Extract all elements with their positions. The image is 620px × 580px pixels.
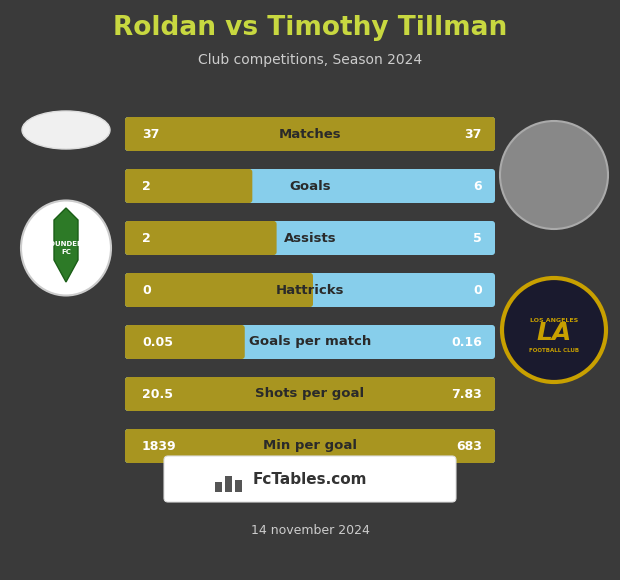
FancyBboxPatch shape <box>125 377 495 411</box>
FancyBboxPatch shape <box>225 476 232 492</box>
Text: 2: 2 <box>142 179 151 193</box>
FancyBboxPatch shape <box>125 221 277 255</box>
Text: 2: 2 <box>142 231 151 245</box>
FancyBboxPatch shape <box>125 117 495 151</box>
Text: 683: 683 <box>456 440 482 452</box>
Text: 0.16: 0.16 <box>451 335 482 349</box>
FancyBboxPatch shape <box>164 456 456 502</box>
FancyBboxPatch shape <box>125 377 495 411</box>
Text: 14 november 2024: 14 november 2024 <box>250 524 370 536</box>
Text: 7.83: 7.83 <box>451 387 482 401</box>
FancyBboxPatch shape <box>235 480 242 492</box>
Text: 20.5: 20.5 <box>142 387 173 401</box>
Text: LOS ANGELES: LOS ANGELES <box>530 317 578 322</box>
Text: 1839: 1839 <box>142 440 177 452</box>
FancyBboxPatch shape <box>125 117 495 151</box>
FancyBboxPatch shape <box>125 325 245 359</box>
Text: LA: LA <box>536 321 572 345</box>
Text: 6: 6 <box>474 179 482 193</box>
FancyBboxPatch shape <box>215 482 222 492</box>
Text: Club competitions, Season 2024: Club competitions, Season 2024 <box>198 53 422 67</box>
Text: 0: 0 <box>142 284 151 296</box>
FancyBboxPatch shape <box>125 169 252 203</box>
FancyBboxPatch shape <box>125 169 495 203</box>
Polygon shape <box>54 208 78 282</box>
Text: Matches: Matches <box>278 128 342 140</box>
Text: Goals per match: Goals per match <box>249 335 371 349</box>
FancyBboxPatch shape <box>125 273 313 307</box>
FancyBboxPatch shape <box>125 429 495 463</box>
Text: Hattricks: Hattricks <box>276 284 344 296</box>
Text: Shots per goal: Shots per goal <box>255 387 365 401</box>
Ellipse shape <box>21 201 111 295</box>
Text: 5: 5 <box>473 231 482 245</box>
Text: 0: 0 <box>473 284 482 296</box>
Ellipse shape <box>22 111 110 149</box>
Text: Min per goal: Min per goal <box>263 440 357 452</box>
Text: Goals: Goals <box>289 179 331 193</box>
Text: 37: 37 <box>142 128 159 140</box>
Text: FOOTBALL CLUB: FOOTBALL CLUB <box>529 347 579 353</box>
Text: SOUNDERS
FC: SOUNDERS FC <box>44 241 87 255</box>
Circle shape <box>500 121 608 229</box>
FancyBboxPatch shape <box>125 273 495 307</box>
FancyBboxPatch shape <box>125 221 495 255</box>
FancyBboxPatch shape <box>125 429 495 463</box>
Text: FcTables.com: FcTables.com <box>253 472 367 487</box>
Text: 37: 37 <box>464 128 482 140</box>
Text: 0.05: 0.05 <box>142 335 173 349</box>
Circle shape <box>502 278 606 382</box>
FancyBboxPatch shape <box>125 325 495 359</box>
Text: Roldan vs Timothy Tillman: Roldan vs Timothy Tillman <box>113 15 507 41</box>
Text: Assists: Assists <box>284 231 336 245</box>
